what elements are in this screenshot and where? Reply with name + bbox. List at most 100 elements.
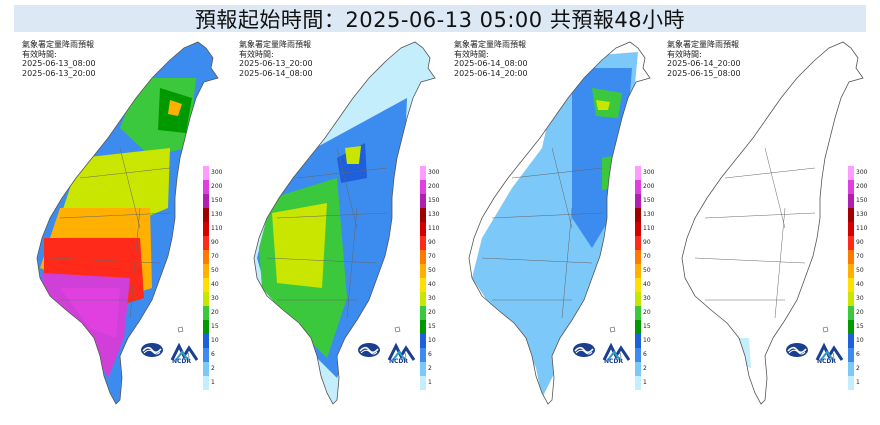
scale-swatch xyxy=(420,264,426,278)
scale-label: 1 xyxy=(211,379,215,386)
island xyxy=(609,326,616,333)
forecast-panel-4: 氣象署定量降雨預報 有效時間: 2025-06-14_20:00 2025-06-15… xyxy=(665,38,880,418)
panel-agency: 氣象署定量降雨預報 xyxy=(667,40,739,49)
county-border xyxy=(266,257,378,264)
scale-swatch xyxy=(203,306,209,320)
scale-swatch xyxy=(203,250,209,264)
scale-label: 70 xyxy=(856,253,864,260)
cwa-logo-icon xyxy=(358,343,380,357)
cwa-logo-icon xyxy=(141,343,163,357)
scale-swatch xyxy=(848,250,854,264)
panel-header: 氣象署定量降雨預報 有效時間: 2025-06-13_20:00 2025-06-14… xyxy=(239,40,313,78)
county-border xyxy=(704,212,816,219)
scale-label: 1 xyxy=(428,379,432,386)
coastline xyxy=(36,41,219,405)
scale-label: 300 xyxy=(211,169,223,176)
county-border xyxy=(764,147,786,229)
county-border xyxy=(49,257,161,264)
rainfall-color-scale: 300 200 150 130 110 90 70 50 40 30 20 15 10 6 2 1 xyxy=(848,166,878,392)
ncdr-logo-icon xyxy=(602,342,631,361)
logos: NCDR xyxy=(357,340,419,366)
scale-label: 10 xyxy=(856,337,864,344)
scale-swatch xyxy=(203,264,209,278)
scale-label: 2 xyxy=(211,365,215,372)
scale-swatch xyxy=(203,222,209,236)
scale-swatch xyxy=(420,222,426,236)
scale-swatch xyxy=(635,362,641,376)
ncdr-logo-icon xyxy=(387,342,416,361)
scale-swatch xyxy=(635,180,641,194)
county-border xyxy=(336,147,358,229)
scale-label: 70 xyxy=(428,253,436,260)
scale-swatch xyxy=(420,362,426,376)
scale-label: 30 xyxy=(856,295,864,302)
scale-swatch xyxy=(848,208,854,222)
scale-label: 150 xyxy=(211,197,223,204)
taiwan-map xyxy=(681,41,864,405)
scale-label: 110 xyxy=(643,225,655,232)
scale-swatch xyxy=(203,320,209,334)
scale-label: 200 xyxy=(856,183,868,190)
scale-swatch xyxy=(635,292,641,306)
ncdr-logo-text: NCDR xyxy=(817,358,837,365)
scale-label: 200 xyxy=(643,183,655,190)
rain-zone xyxy=(60,288,120,338)
scale-label: 150 xyxy=(643,197,655,204)
county-border xyxy=(774,207,786,319)
scale-swatch xyxy=(420,208,426,222)
scale-swatch xyxy=(203,208,209,222)
scale-label: 70 xyxy=(211,253,219,260)
scale-swatch xyxy=(420,236,426,250)
scale-label: 40 xyxy=(211,281,219,288)
scale-label: 10 xyxy=(428,337,436,344)
scale-swatch xyxy=(848,194,854,208)
coastline xyxy=(468,41,651,405)
scale-label: 20 xyxy=(211,309,219,316)
scale-label: 200 xyxy=(428,183,440,190)
island xyxy=(177,326,184,333)
scale-swatch xyxy=(203,334,209,348)
panel-agency: 氣象署定量降雨預報 xyxy=(22,40,94,49)
scale-swatch xyxy=(848,278,854,292)
scale-swatch xyxy=(635,334,641,348)
scale-label: 50 xyxy=(211,267,219,274)
panel-header: 氣象署定量降雨預報 有效時間: 2025-06-14_20:00 2025-06-15… xyxy=(667,40,741,78)
ncdr-logo-icon xyxy=(170,342,199,361)
taiwan-map xyxy=(36,41,219,405)
ncdr-logo-text: NCDR xyxy=(389,358,409,365)
scale-swatch xyxy=(635,236,641,250)
scale-label: 1 xyxy=(856,379,860,386)
scale-label: 130 xyxy=(211,211,223,218)
panel-header: 氣象署定量降雨預報 有效時間: 2025-06-13_08:00 2025-06-13… xyxy=(22,40,96,78)
panel-end: 2025-06-13_20:00 xyxy=(22,68,96,78)
scale-label: 6 xyxy=(428,351,432,358)
county-border xyxy=(296,167,388,179)
scale-swatch xyxy=(203,362,209,376)
county-border xyxy=(511,167,603,179)
scale-label: 130 xyxy=(428,211,440,218)
scale-swatch xyxy=(420,334,426,348)
scale-label: 90 xyxy=(856,239,864,246)
island xyxy=(822,326,829,333)
scale-swatch xyxy=(635,264,641,278)
scale-swatch xyxy=(635,250,641,264)
rain-zone xyxy=(168,100,182,116)
scale-swatch xyxy=(203,180,209,194)
scale-label: 20 xyxy=(856,309,864,316)
scale-swatch xyxy=(420,292,426,306)
scale-label: 15 xyxy=(856,323,864,330)
scale-label: 110 xyxy=(428,225,440,232)
county-border xyxy=(481,257,593,264)
coastline xyxy=(681,41,864,405)
ncdr-logo-text: NCDR xyxy=(172,358,192,365)
scale-swatch xyxy=(635,194,641,208)
panel-end: 2025-06-14_20:00 xyxy=(454,68,528,78)
scale-label: 40 xyxy=(428,281,436,288)
county-border xyxy=(276,212,388,219)
county-border xyxy=(491,212,603,219)
panel-start: 2025-06-13_20:00 xyxy=(239,59,313,68)
rainfall-color-scale: 300 200 150 130 110 90 70 50 40 30 20 15 10 6 2 1 xyxy=(420,166,450,392)
county-border xyxy=(129,207,141,319)
scale-swatch xyxy=(635,222,641,236)
rain-zone xyxy=(602,156,612,190)
